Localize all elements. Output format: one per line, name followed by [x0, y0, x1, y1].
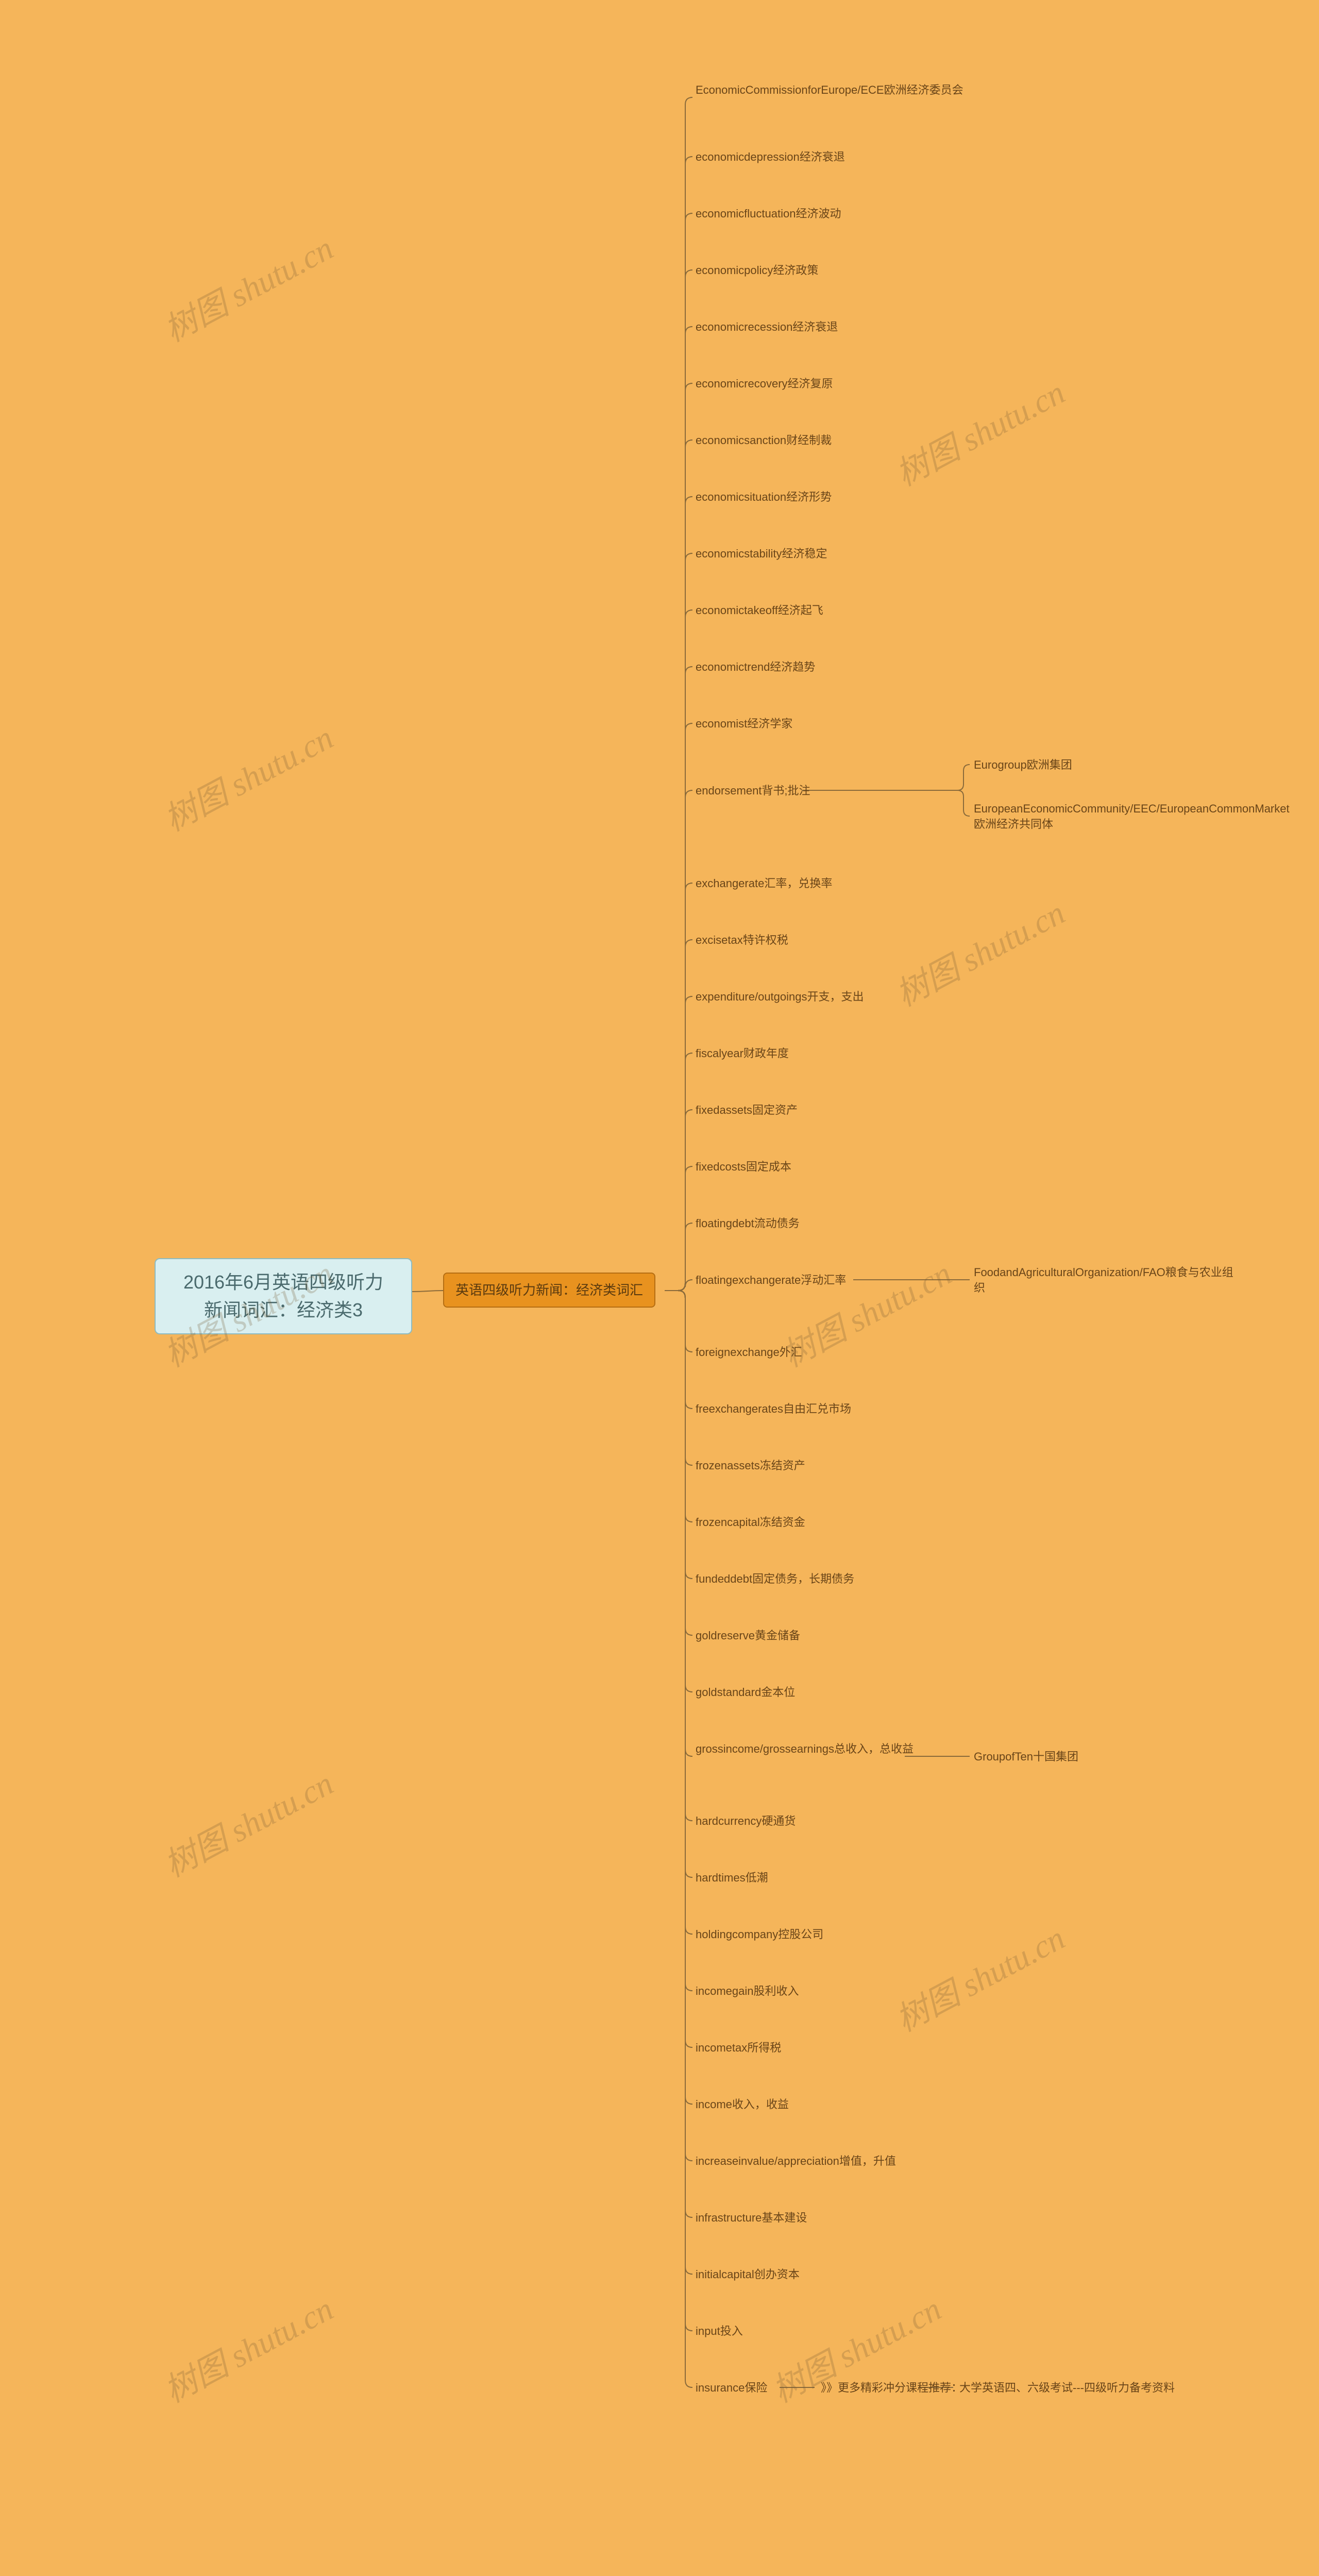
vocab-item: frozenassets冻结资产: [696, 1458, 805, 1473]
vocab-subitem: GroupofTen十国集团: [974, 1749, 1078, 1765]
vocab-item: economictrend经济趋势: [696, 659, 815, 675]
vocab-item: economicsituation经济形势: [696, 489, 832, 505]
vocab-item: foreignexchange外汇: [696, 1345, 802, 1360]
vocab-item: economicsanction财经制裁: [696, 433, 832, 448]
root-line2: 新闻词汇：经济类3: [204, 1299, 363, 1320]
watermark: 树图 shutu.cn: [155, 2283, 340, 2412]
vocab-item: fiscalyear财政年度: [696, 1046, 789, 1061]
vocab-item: goldstandard金本位: [696, 1685, 795, 1700]
vocab-item: excisetax特许权税: [696, 933, 788, 948]
vocab-subitem: Eurogroup欧洲集团: [974, 757, 1072, 773]
vocab-inline-item: 》》更多精彩冲分课程推荐：: [821, 2380, 962, 2396]
watermark: 树图 shutu.cn: [155, 222, 340, 351]
vocab-item: goldreserve黄金储备: [696, 1628, 800, 1643]
vocab-item: input投入: [696, 2324, 743, 2339]
vocab-item: economicfluctuation经济波动: [696, 206, 841, 222]
root-line1: 2016年6月英语四级听力: [183, 1272, 383, 1293]
vocab-item: freexchangerates自由汇兑市场: [696, 1401, 851, 1417]
vocab-item: hardtimes低潮: [696, 1870, 768, 1886]
category-label: 英语四级听力新闻：经济类词汇: [455, 1282, 643, 1298]
vocab-item: infrastructure基本建设: [696, 2210, 807, 2226]
vocab-item: EconomicCommissionforEurope/ECE欧洲经济委员会: [696, 82, 963, 98]
vocab-item: floatingexchangerate浮动汇率: [696, 1273, 846, 1288]
watermark: 树图 shutu.cn: [155, 711, 340, 840]
vocab-item: incometax所得税: [696, 2040, 781, 2056]
vocab-item: economist经济学家: [696, 716, 792, 732]
vocab-item: incomegain股利收入: [696, 1984, 799, 1999]
watermark: 树图 shutu.cn: [886, 1912, 1072, 2041]
vocab-item: economicrecession经济衰退: [696, 319, 838, 335]
watermark: 树图 shutu.cn: [155, 1757, 340, 1886]
root-node: 2016年6月英语四级听力 新闻词汇：经济类3: [155, 1258, 412, 1334]
vocab-item: insurance保险: [696, 2380, 767, 2396]
vocab-item: economicpolicy经济政策: [696, 263, 818, 278]
vocab-subitem: EuropeanEconomicCommunity/EEC/EuropeanCo…: [974, 801, 1242, 832]
vocab-item: grossincome/grossearnings总收入，总收益: [696, 1741, 914, 1757]
vocab-item: economicrecovery经济复原: [696, 376, 833, 392]
vocab-item: economicdepression经济衰退: [696, 149, 845, 165]
vocab-item: endorsement背书;批注: [696, 783, 810, 799]
category-node: 英语四级听力新闻：经济类词汇: [443, 1273, 655, 1308]
vocab-inline-item: 大学英语四、六级考试---四级听力备考资料: [959, 2380, 1175, 2396]
vocab-item: increaseinvalue/appreciation增值，升值: [696, 2154, 896, 2169]
vocab-item: expenditure/outgoings开支，支出: [696, 989, 864, 1005]
vocab-subitem: FoodandAgriculturalOrganization/FAO粮食与农业…: [974, 1265, 1242, 1295]
vocab-item: floatingdebt流动债务: [696, 1216, 800, 1231]
watermark: 树图 shutu.cn: [886, 887, 1072, 1015]
vocab-item: fixedassets固定资产: [696, 1103, 798, 1118]
vocab-item: economicstability经济稳定: [696, 546, 827, 562]
vocab-item: economictakeoff经济起飞: [696, 603, 823, 618]
vocab-item: fundeddebt固定债务，长期债务: [696, 1571, 854, 1587]
vocab-item: exchangerate汇率，兑换率: [696, 876, 832, 891]
vocab-item: initialcapital创办资本: [696, 2267, 800, 2282]
vocab-item: frozencapital冻结资金: [696, 1515, 805, 1530]
vocab-item: hardcurrency硬通货: [696, 1814, 796, 1829]
vocab-item: fixedcosts固定成本: [696, 1159, 791, 1175]
watermark: 树图 shutu.cn: [886, 366, 1072, 495]
vocab-item: income收入，收益: [696, 2097, 789, 2112]
vocab-item: holdingcompany控股公司: [696, 1927, 823, 1942]
